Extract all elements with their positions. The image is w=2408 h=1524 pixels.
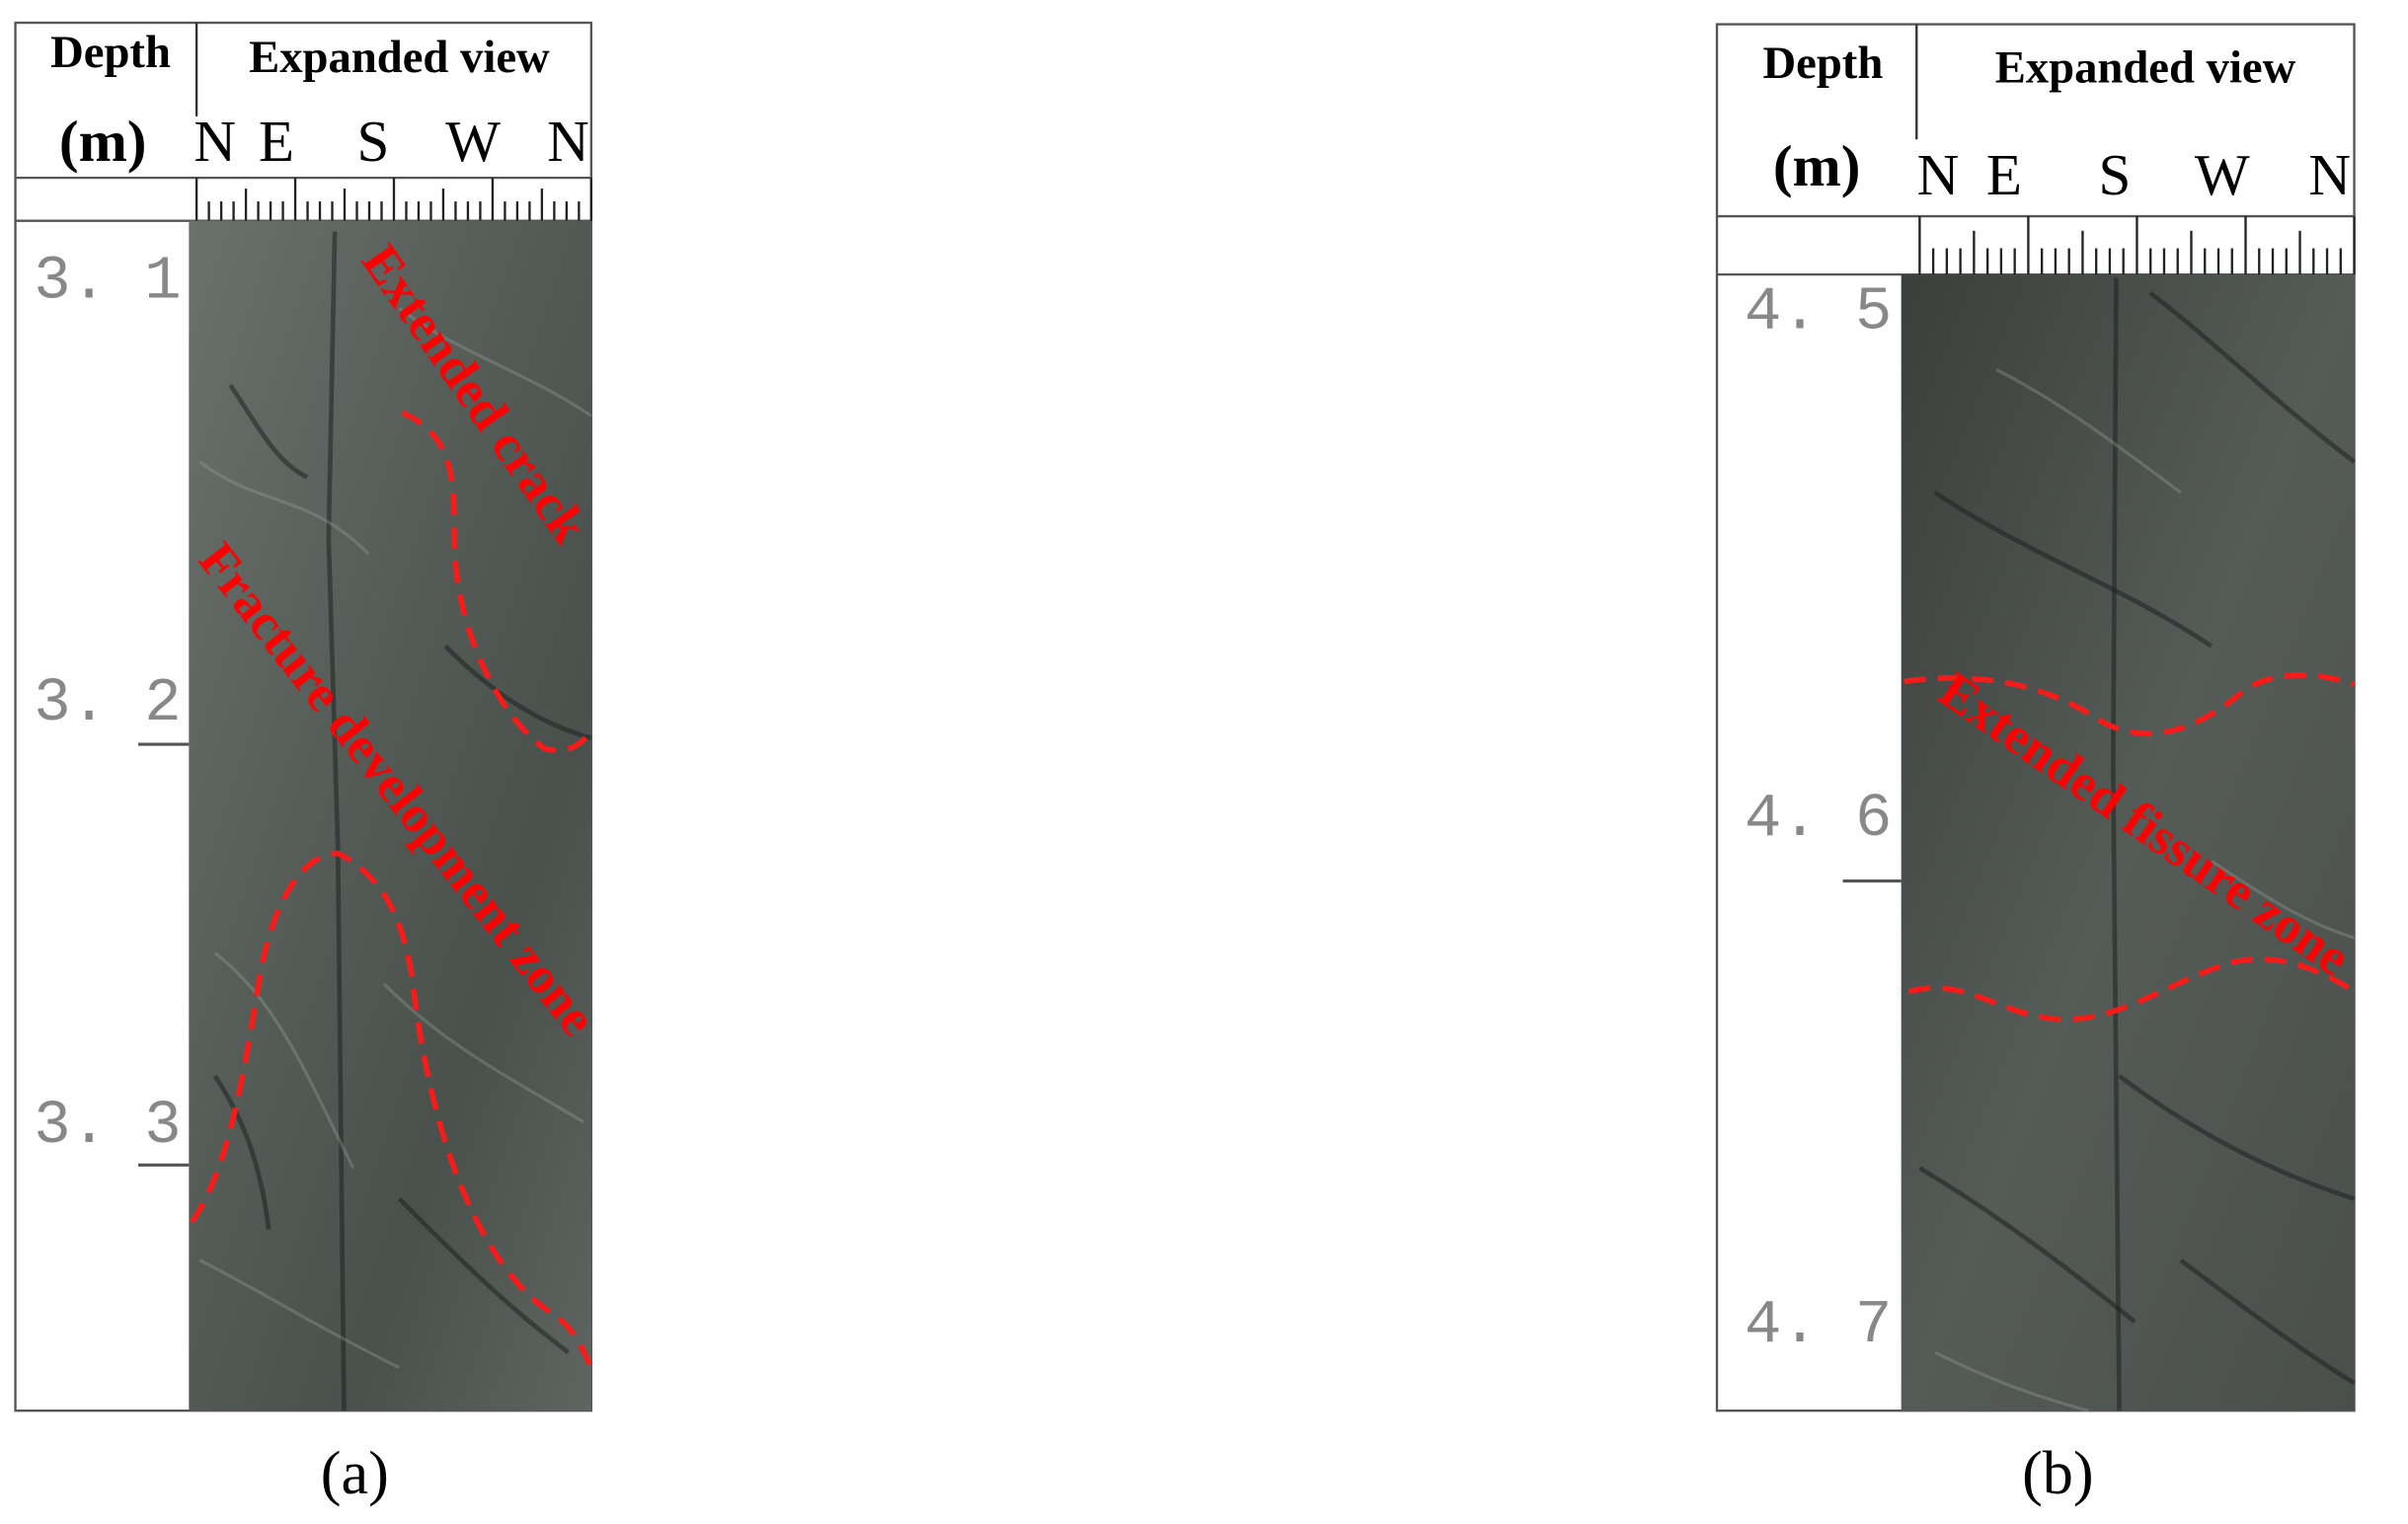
caption: (a)	[321, 1440, 389, 1507]
depth-header: Depth	[1762, 38, 1883, 89]
depth-label: 3. 1	[34, 246, 181, 316]
direction-label: W	[445, 109, 501, 174]
crack-outline	[401, 410, 594, 753]
direction-label: N	[547, 109, 589, 174]
rock-texture	[198, 231, 592, 1411]
direction-label: N	[1917, 142, 1960, 207]
depth-header: Depth	[50, 27, 171, 78]
depth-label: 4. 5	[1745, 277, 1892, 347]
panel-b: Depth Expanded view (m) N E S W N 4. 5 4…	[1715, 23, 2360, 1507]
borehole-image	[189, 220, 591, 1411]
depth-label: 3. 2	[34, 668, 181, 738]
azimuth-ticks	[194, 178, 593, 221]
direction-label: S	[357, 109, 390, 174]
zone-outline	[190, 850, 594, 1369]
depth-label: 4. 7	[1745, 1290, 1892, 1360]
direction-label: E	[259, 109, 294, 174]
fissure-outline	[1903, 672, 2356, 737]
caption: (b)	[2022, 1440, 2094, 1507]
unit-label: (m)	[59, 109, 147, 174]
fissure-outline	[1907, 956, 2357, 1023]
direction-label: W	[2195, 142, 2250, 207]
borehole-image	[1901, 274, 2355, 1411]
panel-a: Depth Expanded view (m) N E S W N 3. 1 3…	[14, 21, 607, 1507]
direction-label: E	[1986, 142, 2022, 207]
view-header: Expanded view	[1995, 42, 2296, 94]
depth-label: 3. 3	[34, 1091, 181, 1161]
depth-label: 4. 6	[1745, 784, 1892, 854]
direction-label: N	[194, 109, 236, 174]
direction-label: S	[2098, 142, 2131, 207]
azimuth-ticks	[1918, 216, 2356, 275]
unit-label: (m)	[1773, 133, 1861, 198]
rock-texture	[1918, 277, 2356, 1412]
view-header: Expanded view	[249, 32, 550, 83]
direction-label: N	[2308, 142, 2351, 207]
